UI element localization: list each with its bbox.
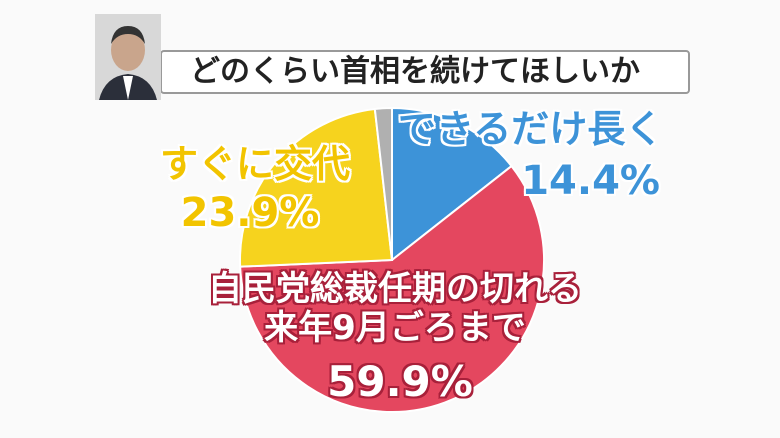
pie-slice xyxy=(239,164,545,413)
slice-label: すぐに交代 xyxy=(160,142,351,186)
title-bar xyxy=(160,50,690,94)
slice-label: できるだけ長く xyxy=(398,107,664,151)
pie-slice xyxy=(373,106,393,261)
chart-title: どのくらい首相を続けてほしいか xyxy=(190,54,640,89)
value-label: 23.9% xyxy=(180,190,320,236)
portrait xyxy=(95,14,161,100)
slice-label: 自民党総裁任期の切れる 来年9月ごろまで xyxy=(208,269,582,349)
value-label: 59.9% xyxy=(327,357,473,406)
pie-slice xyxy=(239,107,394,268)
value-label: 14.4% xyxy=(521,158,660,204)
pie-slice xyxy=(391,106,513,263)
